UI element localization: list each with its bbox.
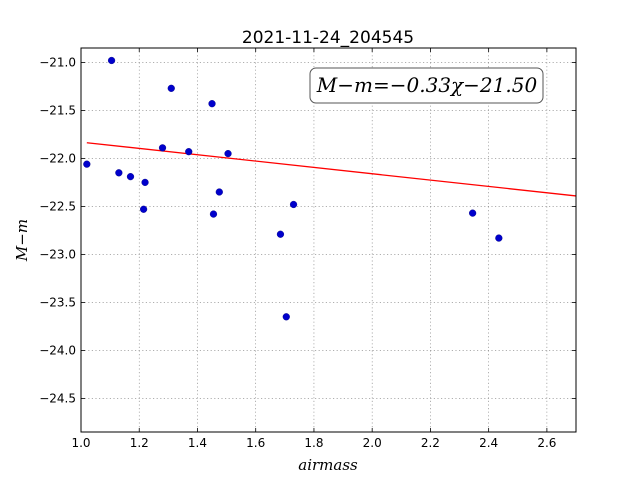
x-tick-labels: 1.0 1.2 1.4 1.6 1.8 2.0 2.2 2.4 2.6 [71,436,556,450]
y-tick-label: −23.5 [39,295,76,309]
data-point [83,160,91,168]
data-points [83,56,503,321]
y-tick-label: −21.5 [39,103,76,117]
data-point [126,173,135,181]
y-tick-label: −23.0 [39,247,76,261]
chart-title: 2021-11-24_204545 [242,28,414,48]
data-point [107,56,116,65]
y-tick-label: −22.5 [39,199,76,213]
axis-ticks [80,48,576,432]
y-tick-labels: −21.0 −21.5 −22.0 −22.5 −23.0 −23.5 −24.0 −24.5 [39,55,76,405]
data-point [208,100,216,108]
fit-line [86,142,577,197]
data-point [141,178,149,187]
x-tick-label: 1.4 [188,436,207,450]
data-point [276,230,285,238]
data-point [469,209,477,217]
data-point [167,84,175,92]
data-point [224,150,232,158]
data-point [158,144,167,152]
x-tick-label: 1.8 [304,436,323,450]
y-tick-label: −21.0 [39,55,76,69]
plot-frame [80,47,577,433]
x-tick-label: 2.4 [479,436,498,450]
data-point [209,210,218,218]
data-point [282,313,290,321]
equation-annotation: M−m=−0.33χ−21.50 [309,67,544,104]
x-tick-label: 1.2 [130,436,149,450]
equation-text: M−m=−0.33χ−21.50 [316,73,538,97]
data-point [140,205,148,213]
equation-box [309,67,544,104]
y-tick-label: −24.5 [39,391,76,405]
data-point [115,169,123,177]
data-point [289,200,298,209]
data-point [215,188,223,196]
y-axis-label: M−m [13,219,31,262]
x-tick-label: 1.0 [71,436,90,450]
data-point [495,234,503,242]
y-tick-label: −22.0 [39,151,76,165]
data-point [185,148,193,156]
y-tick-label: −24.0 [39,343,76,357]
x-axis-label: airmass [298,456,358,474]
fit-line-layer [86,142,577,197]
x-tick-label: 2.6 [537,436,556,450]
x-tick-label: 2.0 [363,436,382,450]
x-tick-label: 2.2 [421,436,440,450]
x-tick-label: 1.6 [246,436,265,450]
